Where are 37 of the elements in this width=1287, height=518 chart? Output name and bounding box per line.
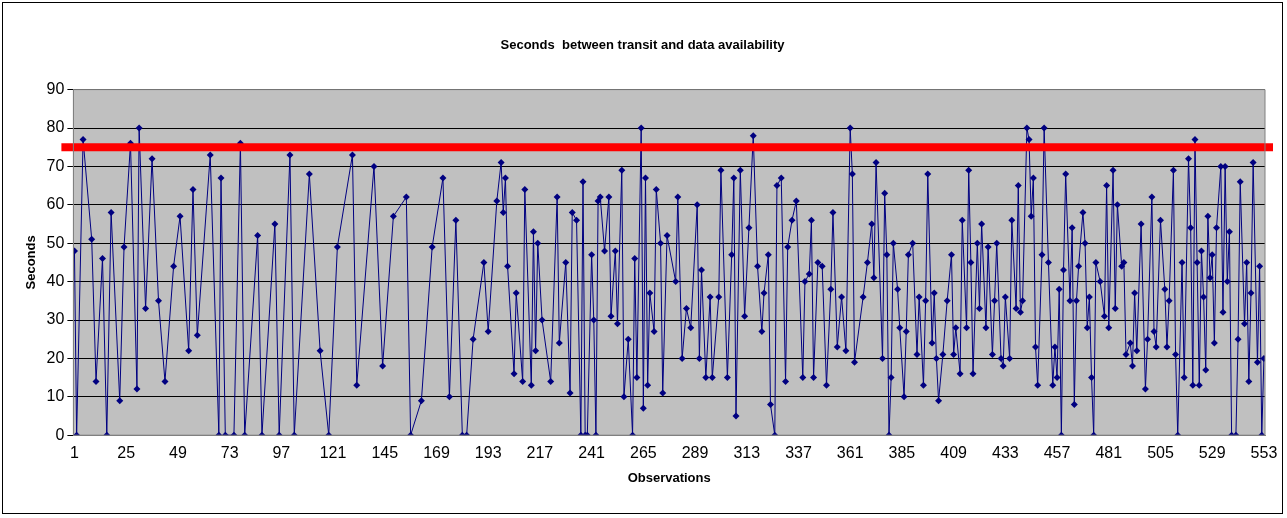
x-tick-label: 313 [733, 444, 761, 462]
y-tick-label: 20 [46, 348, 65, 366]
x-tick-label: 1 [70, 444, 80, 462]
x-tick-label: 217 [526, 444, 554, 462]
y-tick-label: 60 [46, 195, 65, 213]
x-tick-label: 25 [117, 444, 136, 462]
x-tick-label: 385 [888, 444, 916, 462]
x-tick-label: 505 [1147, 444, 1174, 462]
y-tick-label: 0 [55, 425, 65, 443]
x-axis-title: Observations [627, 469, 711, 485]
x-tick-label: 457 [1043, 444, 1071, 462]
x-tick-label: 73 [220, 444, 239, 462]
x-tick-label: 193 [474, 444, 502, 462]
y-tick-label: 40 [46, 272, 65, 290]
x-tick-label: 433 [992, 444, 1019, 462]
y-tick-label: 10 [46, 387, 65, 405]
chart-title: Seconds between transit and data availability [500, 37, 786, 53]
y-tick-label: 50 [46, 233, 65, 251]
x-tick-label: 265 [629, 444, 657, 462]
y-tick-label: 80 [46, 118, 65, 136]
y-tick-label: 30 [46, 310, 65, 328]
x-tick-label: 289 [681, 444, 709, 462]
x-tick-label: 145 [371, 444, 399, 462]
x-tick-label: 97 [272, 444, 291, 462]
x-tick-label: 409 [940, 444, 968, 462]
x-tick-label: 553 [1250, 444, 1278, 462]
y-axis-title: Seconds [23, 235, 39, 290]
x-tick-label: 121 [319, 444, 347, 462]
x-tick-label: 337 [785, 444, 812, 462]
x-tick-label: 529 [1198, 444, 1226, 462]
x-tick-label: 241 [578, 444, 606, 462]
x-tick-label: 361 [836, 444, 864, 462]
x-tick-label: 49 [169, 444, 187, 462]
y-tick-label: 70 [46, 156, 65, 174]
y-tick-label: 90 [46, 80, 65, 98]
x-tick-label: 169 [423, 444, 450, 462]
x-tick-label: 481 [1095, 444, 1123, 462]
